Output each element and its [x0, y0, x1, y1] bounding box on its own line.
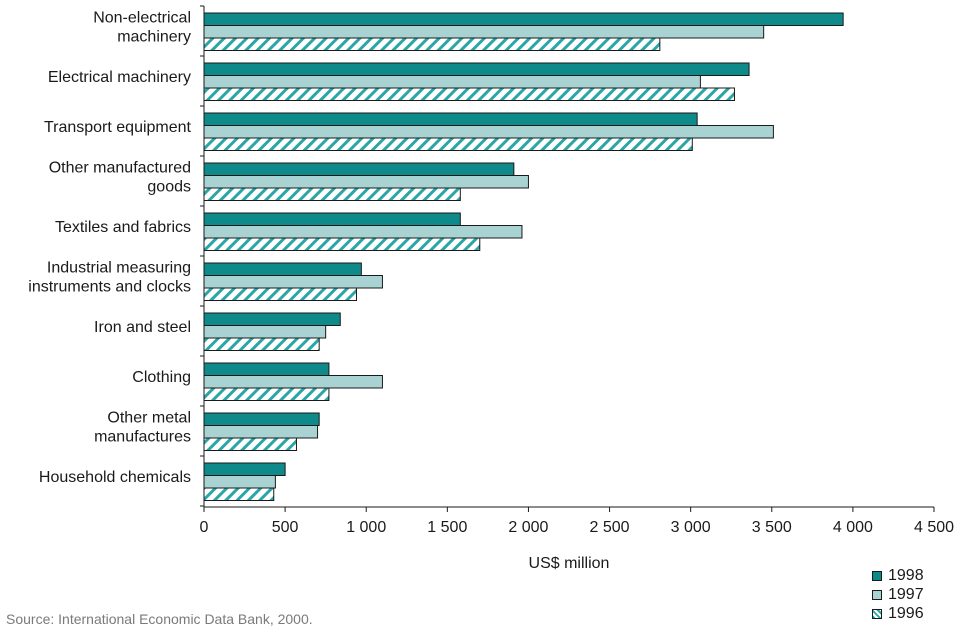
legend-item-1997: 1997	[872, 585, 924, 604]
legend-swatch-1998	[872, 570, 882, 581]
x-tick-label: 2 500	[590, 519, 630, 536]
bar-1996-1	[203, 87, 735, 101]
bar-1996-9	[203, 487, 275, 501]
bar-1997-7	[203, 375, 383, 389]
x-tick-label: 0	[200, 519, 209, 536]
category-label: Electrical machinery	[48, 69, 191, 86]
bar-1998-8	[203, 412, 320, 426]
bar-1998-9	[203, 462, 286, 476]
category-label: Textiles and fabrics	[55, 219, 191, 236]
category-label: Iron and steel	[94, 319, 191, 336]
x-tick-label: 4 000	[833, 519, 873, 536]
bar-1997-5	[203, 275, 383, 289]
bar-1996-3	[203, 187, 461, 201]
legend-label-1998: 1998	[888, 567, 924, 584]
bar-1996-5	[203, 287, 357, 301]
legend-swatch-1996	[872, 608, 882, 619]
bar-1997-3	[203, 175, 529, 189]
bar-1996-8	[203, 437, 297, 451]
x-tick-label: 3 000	[671, 519, 711, 536]
x-tick-label: 2 000	[508, 519, 548, 536]
bar-1997-8	[203, 425, 319, 439]
legend-item-1998: 1998	[872, 566, 924, 585]
bar-1998-3	[203, 162, 515, 176]
legend-label-1997: 1997	[888, 586, 924, 603]
bar-1998-2	[203, 112, 698, 126]
legend: 1998 1997 1996	[872, 566, 924, 623]
bar-1997-0	[203, 25, 765, 39]
bar-1998-5	[203, 262, 362, 276]
category-label: Industrial measuring instruments and cloc…	[28, 260, 191, 296]
x-tick-label: 4 500	[914, 519, 954, 536]
bar-1996-6	[203, 337, 320, 351]
category-label: Clothing	[132, 369, 191, 386]
bar-1996-4	[203, 237, 481, 251]
bar-1998-4	[203, 212, 461, 226]
bar-1997-4	[203, 225, 523, 239]
legend-label-1996: 1996	[888, 605, 924, 622]
bar-1997-9	[203, 475, 276, 489]
x-axis-title: US$ million	[529, 555, 610, 572]
source-note: Source: International Economic Data Bank…	[6, 611, 313, 627]
bar-1998-1	[203, 62, 750, 76]
category-label: Other metal manufactures	[94, 410, 191, 446]
category-label: Non-electrical machinery	[93, 10, 191, 46]
x-tick-label: 1 000	[346, 519, 386, 536]
bar-1998-6	[203, 312, 341, 326]
x-tick-label: 500	[272, 519, 299, 536]
bar-1998-7	[203, 362, 330, 376]
legend-swatch-1997	[872, 589, 882, 600]
bar-1997-1	[203, 75, 701, 89]
category-label: Household chemicals	[39, 469, 191, 486]
bar-1997-6	[203, 325, 327, 339]
bar-1996-0	[203, 37, 661, 51]
x-tick-label: 3 500	[752, 519, 792, 536]
bar-1996-7	[203, 387, 330, 401]
legend-item-1996: 1996	[872, 604, 924, 623]
x-tick-label: 1 500	[427, 519, 467, 536]
category-label: Other manufactured goods	[49, 160, 191, 196]
bar-1997-2	[203, 125, 774, 139]
category-label: Transport equipment	[44, 119, 192, 136]
bar-1996-2	[203, 137, 693, 151]
bar-1998-0	[203, 12, 844, 26]
